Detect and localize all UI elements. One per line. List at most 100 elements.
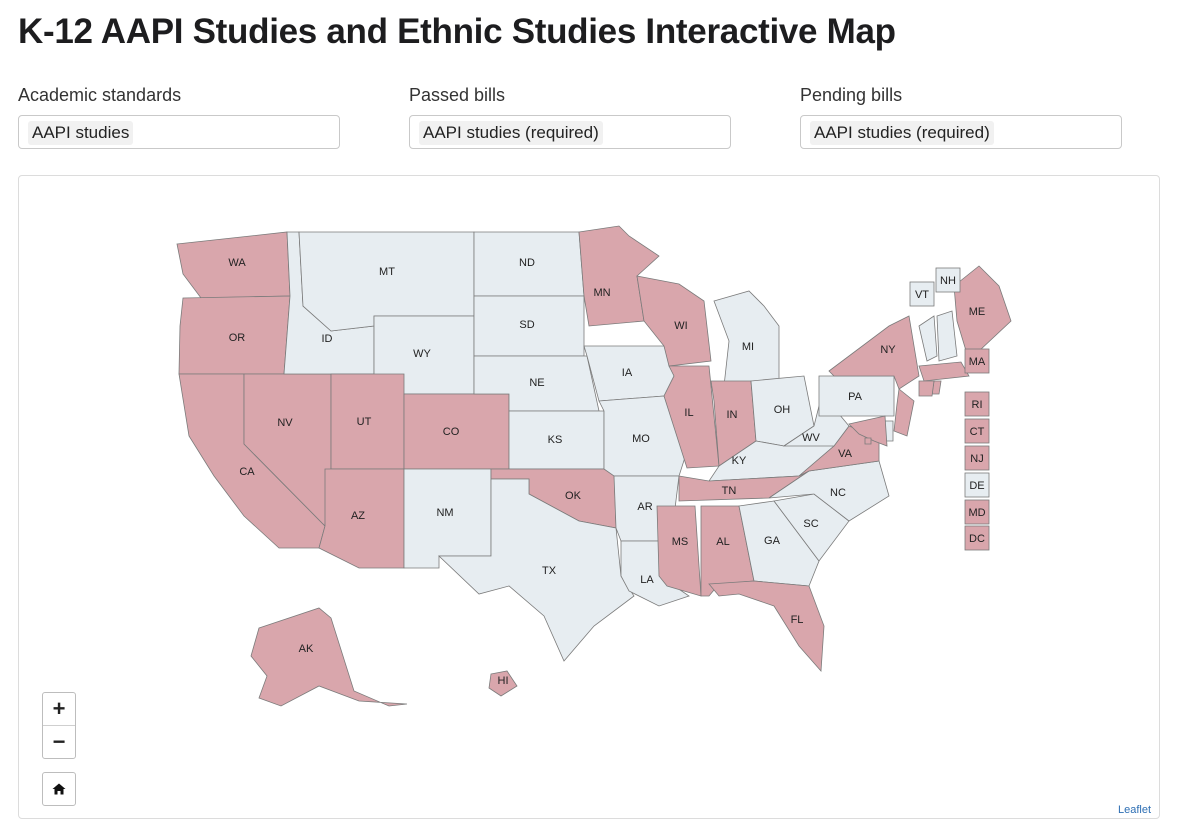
state-ma[interactable] <box>918 361 970 382</box>
state-label-ga: GA <box>764 535 781 547</box>
state-nh[interactable] <box>936 310 958 362</box>
state-label-ky: KY <box>732 455 747 467</box>
state-wi[interactable] <box>636 275 712 367</box>
state-label-la: LA <box>640 574 654 586</box>
state-box-label-md: MD <box>968 507 985 519</box>
state-label-wy: WY <box>413 348 431 360</box>
academic-standards-label: Academic standards <box>18 85 182 105</box>
state-label-mo: MO <box>632 433 650 445</box>
state-label-mn: MN <box>593 287 610 299</box>
pending-bills-filter: Pending bills AAPI studies (required) <box>800 84 1122 149</box>
state-label-me: ME <box>969 306 986 318</box>
state-label-ok: OK <box>565 490 582 502</box>
state-label-co: CO <box>443 426 460 438</box>
state-ga[interactable] <box>738 500 820 587</box>
us-states-map[interactable]: WA OR CA NV ID MT WY UT AZ CO NM ND SD NE KS OK TX MN IA MO… <box>19 176 1159 818</box>
state-vt[interactable] <box>918 315 938 362</box>
state-hi[interactable] <box>488 670 518 697</box>
state-dc[interactable] <box>864 437 872 445</box>
state-label-nm: NM <box>436 507 453 519</box>
zoom-in-button[interactable]: + <box>52 696 66 721</box>
state-label-tx: TX <box>542 565 557 577</box>
state-label-fl: FL <box>791 614 804 626</box>
pending-bills-select[interactable]: AAPI studies (required) <box>800 115 1122 149</box>
state-box-nh[interactable] <box>935 267 961 293</box>
state-label-nv: NV <box>277 417 293 429</box>
state-label-il: IL <box>684 407 693 419</box>
states-layer <box>176 225 1012 707</box>
state-label-al: AL <box>716 536 729 548</box>
state-box-ma[interactable] <box>964 348 990 374</box>
state-label-mt: MT <box>379 266 395 278</box>
academic-standards-select[interactable]: AAPI studies <box>18 115 340 149</box>
state-box-label-de: DE <box>969 480 984 492</box>
state-label-va: VA <box>838 448 853 460</box>
map-container[interactable]: WA OR CA NV ID MT WY UT AZ CO NM ND SD NE KS OK TX MN IA MO… <box>18 175 1160 819</box>
state-box-label-ma: MA <box>969 356 986 368</box>
state-box-ct[interactable] <box>964 418 990 444</box>
state-ct[interactable] <box>918 380 935 397</box>
state-mi[interactable] <box>713 290 780 387</box>
state-box-label-dc: DC <box>969 533 985 545</box>
state-box-nj[interactable] <box>964 445 990 471</box>
state-label-wi: WI <box>674 320 687 332</box>
state-box-label-ri: RI <box>972 399 983 411</box>
state-label-ca: CA <box>239 466 255 478</box>
state-nj[interactable] <box>893 388 915 437</box>
state-label-ar: AR <box>637 501 652 513</box>
state-box-label-nj: NJ <box>970 453 983 465</box>
state-label-ne: NE <box>529 377 544 389</box>
state-box-ri[interactable] <box>964 391 990 417</box>
passed-bills-filter: Passed bills AAPI studies (required) <box>409 84 731 149</box>
state-box-de[interactable] <box>964 472 990 498</box>
state-label-ms: MS <box>672 536 689 548</box>
zoom-control: + − <box>42 692 76 759</box>
state-label-in: IN <box>727 409 738 421</box>
academic-standards-filter: Academic standards AAPI studies <box>18 84 340 149</box>
passed-bills-select[interactable]: AAPI studies (required) <box>409 115 731 149</box>
state-label-hi: HI <box>498 675 509 687</box>
state-label-nc: NC <box>830 487 846 499</box>
state-label-ks: KS <box>548 434 563 446</box>
pending-bills-label: Pending bills <box>800 85 903 105</box>
state-label-ak: AK <box>299 643 314 655</box>
state-label-oh: OH <box>774 404 791 416</box>
state-label-nd: ND <box>519 257 535 269</box>
academic-standards-selected-chip[interactable]: AAPI studies <box>28 121 134 145</box>
state-label-tn: TN <box>722 485 737 497</box>
passed-bills-label: Passed bills <box>409 85 506 105</box>
state-label-id: ID <box>322 333 333 345</box>
state-label-mi: MI <box>742 341 754 353</box>
state-box-label-ct: CT <box>970 426 985 438</box>
state-il[interactable] <box>663 365 720 469</box>
state-label-ut: UT <box>357 416 372 428</box>
pending-bills-selected-chip[interactable]: AAPI studies (required) <box>810 121 994 145</box>
state-label-sc: SC <box>803 518 818 530</box>
page-title: K-12 AAPI Studies and Ethnic Studies Int… <box>18 12 896 51</box>
state-fl[interactable] <box>708 580 825 672</box>
state-me[interactable] <box>953 265 1012 355</box>
state-ms[interactable] <box>656 505 702 597</box>
state-labels-layer: WA OR CA NV ID MT WY UT AZ CO NM ND SD NE KS OK TX MN IA MO… <box>228 257 990 687</box>
state-label-ia: IA <box>622 367 633 379</box>
state-box-dc[interactable] <box>964 525 990 551</box>
zoom-out-button[interactable]: − <box>43 725 75 758</box>
passed-bills-selected-chip[interactable]: AAPI studies (required) <box>419 121 603 145</box>
state-ak[interactable] <box>250 607 408 707</box>
home-icon <box>52 783 66 795</box>
state-label-pa: PA <box>848 391 863 403</box>
home-button[interactable] <box>42 772 76 806</box>
state-label-sd: SD <box>519 319 534 331</box>
state-label-ny: NY <box>880 344 896 356</box>
state-ny[interactable] <box>828 315 920 390</box>
state-label-or: OR <box>229 332 246 344</box>
state-box-label-nh: NH <box>940 275 956 287</box>
leaflet-attribution-link[interactable]: Leaflet <box>1115 804 1153 816</box>
state-box-md[interactable] <box>964 499 990 525</box>
state-label-wa: WA <box>228 257 246 269</box>
state-label-wv: WV <box>802 432 820 444</box>
state-md[interactable] <box>848 415 888 447</box>
state-box-label-vt: VT <box>915 289 929 301</box>
state-label-az: AZ <box>351 510 365 522</box>
state-box-vt[interactable] <box>909 281 935 307</box>
